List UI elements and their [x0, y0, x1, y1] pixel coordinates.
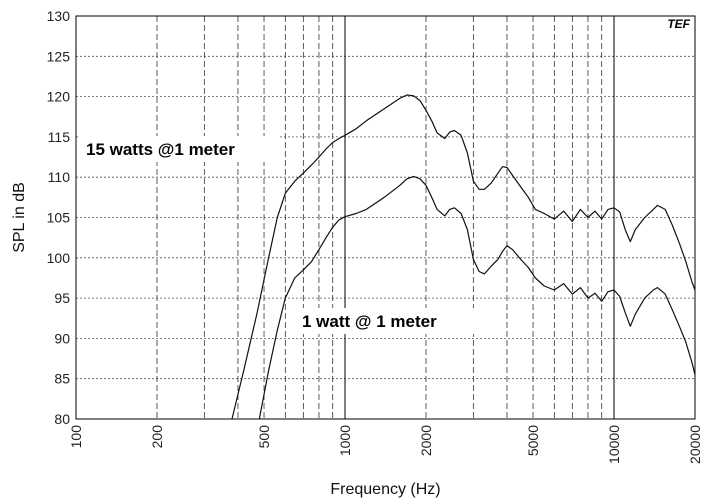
- series-line-s1: [258, 175, 696, 420]
- y-tick-label: 105: [47, 210, 71, 226]
- y-tick-label: 85: [54, 371, 70, 387]
- annotation-1-watt: 1 watt @ 1 meter: [302, 312, 437, 331]
- y-tick-label: 120: [47, 89, 71, 105]
- y-axis-label: SPL in dB: [11, 182, 28, 253]
- y-tick-label: 130: [47, 8, 71, 24]
- series-layer: [231, 94, 696, 420]
- x-tick-label: 2000: [418, 425, 434, 456]
- x-axis-label: Frequency (Hz): [330, 481, 440, 498]
- grid-lines: [76, 16, 695, 419]
- x-tick-label: 500: [256, 425, 272, 449]
- y-tick-label: 90: [54, 330, 70, 346]
- x-tick-label: 20000: [687, 425, 701, 464]
- y-tick-label: 125: [47, 48, 71, 64]
- plot-area-frame: [75, 15, 696, 420]
- annotation-15w-background: [80, 136, 280, 162]
- y-tick-label: 80: [54, 411, 70, 427]
- x-tick-label: 5000: [525, 425, 541, 456]
- x-tick-labels: 100 200 500 1000 2000 5000 10000 20000: [68, 425, 701, 464]
- y-tick-labels: 80 85 90 95 100 105 110 115 120 125 130: [47, 8, 71, 427]
- y-tick-label: 100: [47, 250, 71, 266]
- tef-logo: TEF: [667, 17, 690, 31]
- x-tick-label: 1000: [337, 425, 353, 456]
- annotation-15-watts: 15 watts @1 meter: [86, 140, 235, 159]
- y-tick-label: 110: [48, 169, 71, 185]
- y-tick-label: 95: [54, 290, 70, 306]
- y-tick-label: 115: [48, 129, 71, 145]
- annotation-1w-background: [296, 308, 478, 334]
- x-tick-label: 200: [149, 425, 165, 449]
- x-tick-label: 10000: [606, 425, 622, 464]
- series-line-s15: [231, 94, 696, 420]
- x-tick-label: 100: [68, 425, 84, 449]
